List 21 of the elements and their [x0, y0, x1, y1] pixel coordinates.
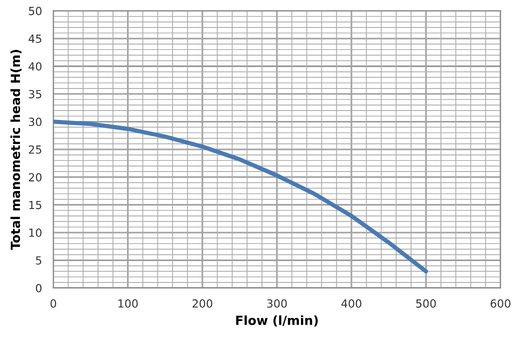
- x-tick-label: 600: [490, 299, 510, 308]
- line-series: [53, 120, 428, 274]
- x-axis-title: Flow (l/min): [236, 315, 318, 327]
- x-tick-label: 0: [50, 299, 56, 308]
- y-tick-label: 0: [36, 284, 42, 292]
- y-tick-label: 20: [28, 173, 42, 182]
- y-tick-label: 25: [28, 145, 42, 154]
- x-tick-label: 100: [118, 299, 138, 308]
- y-tick-label: 50: [28, 6, 42, 16]
- x-tick-label: 500: [416, 299, 436, 308]
- x-tick-label: 400: [341, 299, 362, 308]
- y-tick-label: 45: [28, 34, 42, 43]
- y-tick-label: 35: [28, 90, 42, 98]
- y-tick-label: 40: [28, 62, 42, 71]
- y-tick-label: 15: [29, 200, 42, 210]
- y-tick-label: 30: [28, 118, 42, 126]
- x-tick-label: 300: [267, 299, 287, 308]
- y-tick-label: 10: [29, 228, 42, 237]
- y-axis-title: Total manometric head H(m): [10, 50, 22, 250]
- x-tick-label: 200: [192, 299, 212, 308]
- y-tick-label: 5: [36, 256, 42, 265]
